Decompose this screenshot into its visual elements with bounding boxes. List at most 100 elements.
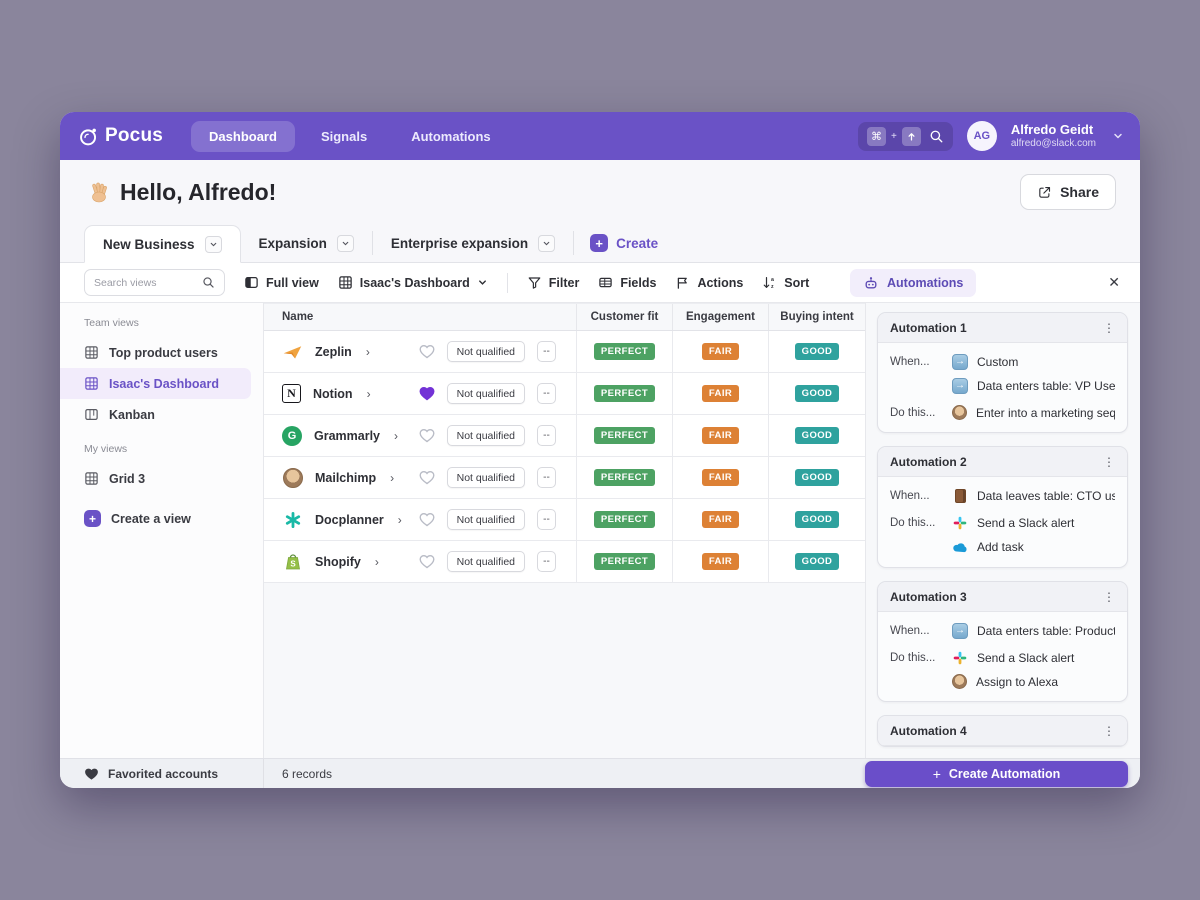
search-views-input[interactable]: [94, 276, 196, 289]
tab-enterprise-expansion[interactable]: Enterprise expansion: [373, 224, 573, 262]
trigger-text: Data enters table: VP Uses ...: [977, 379, 1115, 393]
tab-chevron-icon[interactable]: [336, 234, 354, 252]
favorite-heart-icon[interactable]: [419, 554, 435, 569]
filter-button[interactable]: Filter: [527, 275, 579, 290]
chevron-right-icon[interactable]: ›: [397, 512, 402, 527]
notion-logo: N: [282, 384, 301, 403]
close-icon[interactable]: ✕: [1108, 274, 1120, 290]
full-view-button[interactable]: Full view: [244, 275, 319, 290]
table-row[interactable]: S Shopify › Not qualified -- PERFECT FAI…: [264, 541, 865, 583]
automation-card-3[interactable]: Automation 3 ⋮ When... → Data enters tabl…: [877, 581, 1128, 702]
column-header-buying-intent[interactable]: Buying intent: [768, 304, 865, 330]
automations-toggle-button[interactable]: Automations: [850, 268, 977, 297]
customer-fit-badge: PERFECT: [593, 427, 656, 444]
sidebar-item-top-product-users[interactable]: Top product users: [60, 337, 251, 368]
view-tabs: New Business Expansion Enterprise expans…: [60, 224, 1140, 263]
create-automation-button[interactable]: + Create Automation: [865, 761, 1128, 787]
chevron-right-icon[interactable]: ›: [390, 470, 395, 485]
kebab-menu-icon[interactable]: ⋮: [1103, 589, 1115, 604]
table-row[interactable]: Mailchimp › Not qualified -- PERFECT FAI…: [264, 457, 865, 499]
company-name: Shopify: [315, 554, 361, 569]
wave-hand-icon: [84, 179, 110, 205]
company-name: Mailchimp: [315, 470, 377, 485]
chevron-right-icon[interactable]: ›: [374, 554, 379, 569]
tab-new-business[interactable]: New Business: [84, 225, 241, 263]
nav-signals[interactable]: Signals: [320, 128, 368, 144]
table-row[interactable]: N Notion › Not qualified -- PERFECT FAIR…: [264, 373, 865, 415]
footer-bar: Favorited accounts 6 records + Create Au…: [60, 758, 1140, 788]
favorite-heart-icon[interactable]: [419, 344, 435, 359]
chevron-right-icon[interactable]: ›: [365, 344, 370, 359]
grammarly-logo: G: [282, 425, 302, 446]
table-row[interactable]: Docplanner › Not qualified -- PERFECT FA…: [264, 499, 865, 541]
dash-chip[interactable]: --: [537, 425, 556, 446]
create-tab-button[interactable]: + Create: [590, 224, 658, 262]
column-header-engagement[interactable]: Engagement: [672, 304, 768, 330]
kebab-menu-icon[interactable]: ⋮: [1103, 454, 1115, 469]
sidebar-item-label: Top product users: [109, 345, 218, 360]
table-grid-icon: [84, 471, 99, 486]
qualify-dropdown[interactable]: Not qualified: [446, 383, 525, 404]
avatar[interactable]: AG: [966, 121, 997, 151]
fields-button[interactable]: Fields: [598, 275, 656, 290]
nav-automations[interactable]: Automations: [411, 128, 491, 144]
actions-button[interactable]: Actions: [675, 275, 743, 290]
qualify-dropdown[interactable]: Not qualified: [446, 467, 525, 488]
column-header-customer-fit[interactable]: Customer fit: [576, 304, 672, 330]
favorite-heart-icon[interactable]: [419, 386, 435, 401]
chevron-right-icon[interactable]: ›: [366, 386, 371, 401]
mailchimp-logo: [282, 467, 303, 488]
dash-chip[interactable]: --: [537, 509, 556, 530]
user-email: alfredo@slack.com: [1010, 137, 1096, 149]
automation-title: Automation 4: [890, 723, 967, 738]
column-header-name[interactable]: Name: [282, 311, 314, 323]
tab-expansion[interactable]: Expansion: [241, 224, 372, 262]
view-selector-label: Isaac's Dashboard: [359, 275, 470, 290]
favorited-accounts-button[interactable]: Favorited accounts: [60, 759, 264, 788]
view-selector[interactable]: Isaac's Dashboard: [338, 275, 488, 290]
search-views-field[interactable]: [84, 269, 225, 296]
tab-chevron-icon[interactable]: [204, 235, 222, 253]
favorite-heart-icon[interactable]: [419, 470, 435, 485]
search-shortcut[interactable]: ⌘ +: [857, 121, 953, 151]
engagement-badge: FAIR: [701, 553, 740, 570]
tab-separator: [573, 231, 575, 255]
share-button[interactable]: Share: [1020, 174, 1116, 210]
buying-intent-badge: GOOD: [794, 553, 840, 570]
dash-chip[interactable]: --: [537, 467, 556, 488]
kebab-menu-icon[interactable]: ⋮: [1103, 723, 1115, 738]
chevron-right-icon[interactable]: ›: [394, 428, 399, 443]
trigger-text: Custom: [977, 355, 1019, 369]
favorite-heart-icon[interactable]: [419, 512, 435, 527]
qualify-dropdown[interactable]: Not qualified: [446, 551, 525, 572]
sidebar-item-grid-3[interactable]: Grid 3: [60, 463, 251, 494]
customer-fit-badge: PERFECT: [593, 385, 656, 402]
automation-card-1[interactable]: Automation 1 ⋮ When... → Custom → Data ent…: [877, 312, 1128, 433]
company-name: Notion: [313, 386, 353, 401]
dash-chip[interactable]: --: [537, 341, 556, 362]
dash-chip[interactable]: --: [537, 383, 556, 404]
automation-card-4[interactable]: Automation 4 ⋮: [877, 715, 1128, 747]
qualify-dropdown[interactable]: Not qualified: [446, 341, 525, 362]
engagement-badge: FAIR: [701, 385, 740, 402]
dash-chip[interactable]: --: [537, 551, 556, 572]
create-view-button[interactable]: + Create a view: [60, 510, 263, 527]
action-text: Send a Slack alert: [977, 651, 1075, 665]
qualify-dropdown[interactable]: Not qualified: [446, 425, 525, 446]
table-row[interactable]: G Grammarly › Not qualified -- PERFECT F…: [264, 415, 865, 457]
buying-intent-badge: GOOD: [794, 469, 840, 486]
table-row[interactable]: Zeplin › Not qualified -- PERFECT FAIR G…: [264, 331, 865, 373]
trigger-text: Data enters table: Product c...: [977, 624, 1115, 638]
search-icon[interactable]: [929, 129, 944, 144]
kebab-menu-icon[interactable]: ⋮: [1103, 320, 1115, 335]
user-menu-chevron-icon[interactable]: [1112, 130, 1124, 142]
nav-dashboard[interactable]: Dashboard: [191, 120, 295, 152]
tab-chevron-icon[interactable]: [538, 234, 556, 252]
action-text: Enter into a marketing sequ...: [976, 405, 1115, 420]
automation-card-2[interactable]: Automation 2 ⋮ When... Data leaves table…: [877, 446, 1128, 568]
sidebar-item-kanban[interactable]: Kanban: [60, 399, 251, 430]
favorite-heart-icon[interactable]: [419, 428, 435, 443]
sidebar-item-isaacs-dashboard[interactable]: Isaac's Dashboard: [60, 368, 251, 399]
qualify-dropdown[interactable]: Not qualified: [446, 509, 525, 530]
